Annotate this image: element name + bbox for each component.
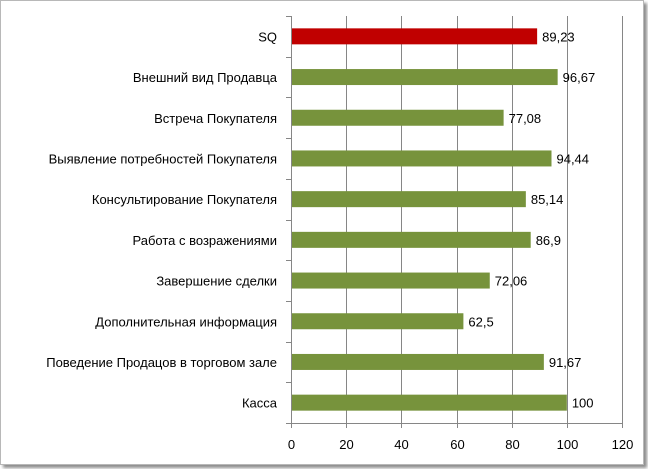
bar [291,313,464,330]
x-tick-label: 100 [557,437,579,452]
data-label: 89,23 [542,29,575,44]
bar [291,109,504,126]
bar [291,28,538,45]
data-label: 85,14 [531,192,564,207]
category-label: Внешний вид Продавца [133,70,278,85]
bar [291,191,526,208]
x-tick-label: 80 [505,437,519,452]
x-tick-label: 20 [339,437,353,452]
bar [291,394,567,411]
category-label: Поведение Продацов в торговом зале [46,355,277,370]
data-label: 96,67 [563,70,596,85]
data-label: 86,9 [536,233,561,248]
category-label: Завершение сделки [156,274,277,289]
data-label: 77,08 [509,111,542,126]
category-label: Касса [242,396,278,411]
x-tick-label: 40 [394,437,408,452]
category-label: Выявление потребностей Покупателя [49,151,277,166]
bar [291,231,531,248]
x-tick-label: 60 [450,437,464,452]
bar-chart: 89,23 SQ 96,67 Внешний вид Продавца 77,08 Вст… [46,16,634,452]
bar [291,272,490,289]
category-label: Работа с возражениями [133,233,278,248]
data-label: 62,5 [468,314,493,329]
x-tick-label: 120 [612,437,634,452]
bar [291,150,552,167]
data-label: 72,06 [495,274,528,289]
category-label: Консультирование Покупателя [92,192,277,207]
category-label: Встреча Покупателя [154,111,277,126]
data-label: 100 [572,396,594,411]
bar [291,69,558,86]
data-label: 94,44 [556,151,589,166]
data-label: 91,67 [549,355,582,370]
bar [291,353,544,370]
category-label: Дополнительная информация [95,314,277,329]
x-tick-label: 0 [288,437,295,452]
category-label: SQ [258,29,277,44]
